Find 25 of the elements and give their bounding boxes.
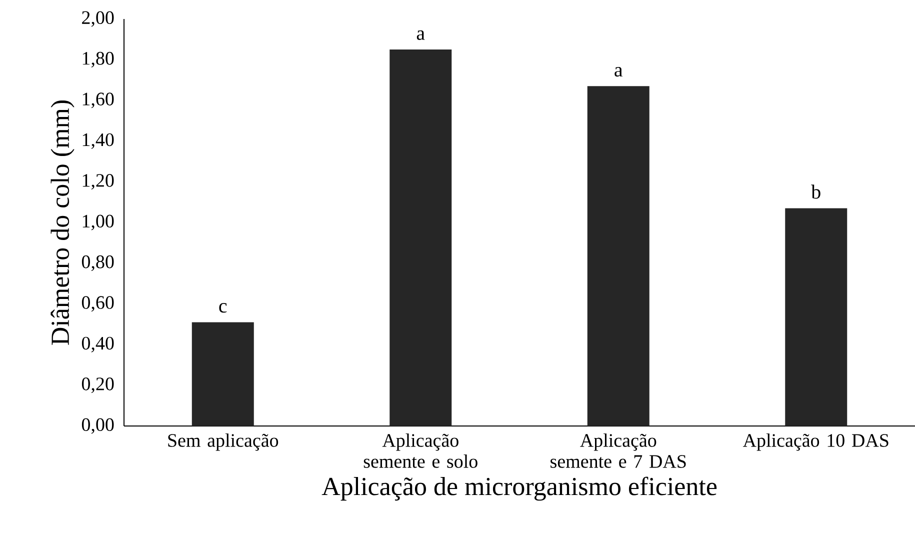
y-tick-label: 0,20 xyxy=(82,378,114,394)
y-tick-label: 0,80 xyxy=(82,255,114,271)
x-tick-label: Aplicação semente e 7 DAS xyxy=(550,434,686,468)
x-axis-title: Aplicação de microrganismo eficiente xyxy=(322,476,717,501)
y-axis-title: Diâmetro do colo (mm) xyxy=(50,100,74,345)
x-tick-label: Aplicação 10 DAS xyxy=(742,434,888,451)
y-tick-label: 1,40 xyxy=(82,133,114,149)
y-tick-label: 1,60 xyxy=(82,92,114,108)
y-tick-label: 1,20 xyxy=(82,174,114,190)
bar xyxy=(785,208,848,426)
annotation: b xyxy=(811,184,820,199)
y-tick-label: 0,40 xyxy=(82,336,114,352)
y-tick-label: 0,60 xyxy=(82,296,114,312)
y-tick-label: 1,80 xyxy=(82,52,114,68)
annotation: a xyxy=(416,30,425,40)
annotation: a xyxy=(614,67,623,77)
x-tick-label: Sem aplicação xyxy=(168,434,278,451)
y-tick-label: 0,00 xyxy=(82,418,114,434)
bar xyxy=(192,322,254,426)
bar xyxy=(390,50,452,426)
y-tick-label: 1,00 xyxy=(82,214,114,230)
bar xyxy=(587,86,650,426)
x-tick-label: Aplicação semente e solo xyxy=(364,434,478,468)
y-tick-label: 2,00 xyxy=(82,11,114,27)
annotation: c xyxy=(219,303,227,313)
